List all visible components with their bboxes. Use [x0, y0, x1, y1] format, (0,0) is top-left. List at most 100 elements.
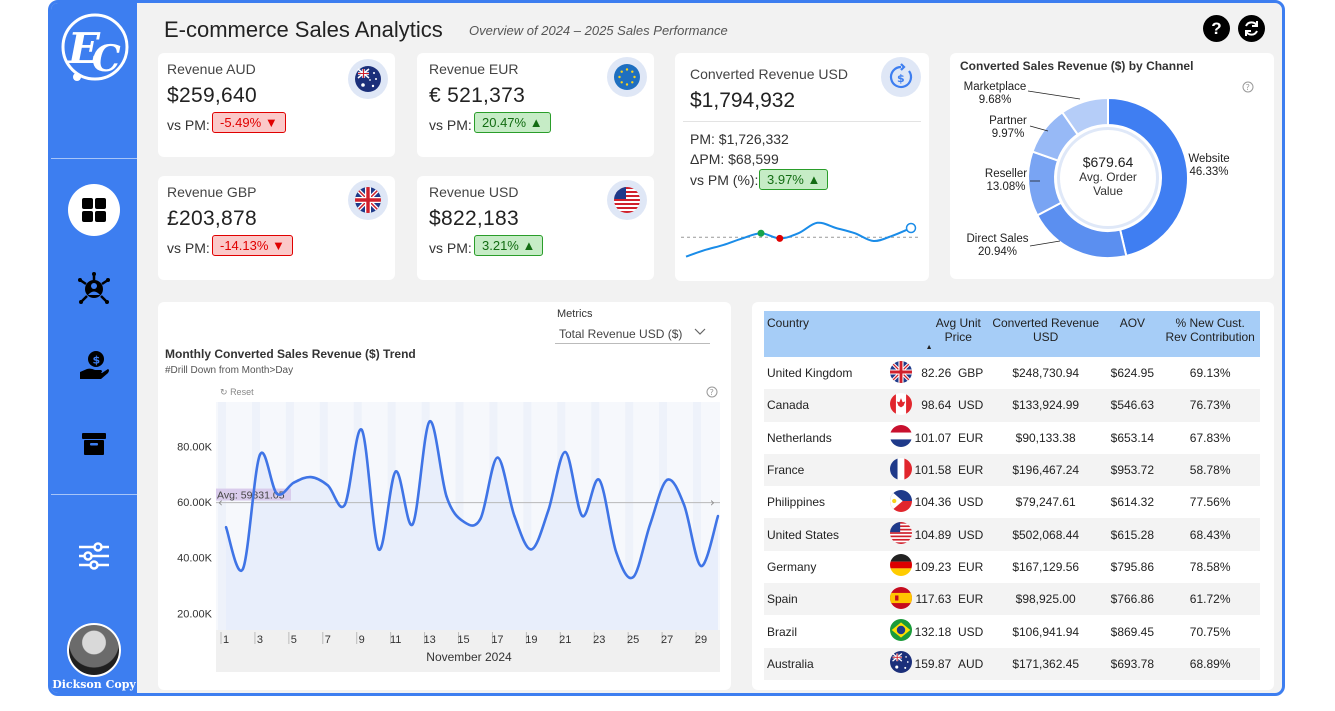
nav-customers-button[interactable]: [68, 263, 120, 315]
trend-data-point[interactable]: [648, 523, 652, 526]
user-name: Dickson Copy: [52, 678, 136, 691]
help-button[interactable]: ?: [1203, 15, 1230, 42]
table-row[interactable]: Australia 159.87 AUD $171,362.45 $693.78 68.…: [764, 647, 1260, 680]
kpi-value: $259,640: [167, 84, 257, 107]
col-country[interactable]: Country: [764, 311, 890, 357]
kpi-vs-label: vs PM:: [429, 117, 472, 133]
trend-data-point[interactable]: [411, 523, 414, 526]
donut-slice-marketplace[interactable]: [1060, 96, 1109, 136]
converted-label: Converted Revenue USD: [690, 66, 848, 82]
avg-order-value: $679.64: [1082, 154, 1134, 170]
nav-filters-button[interactable]: [68, 530, 120, 582]
trend-data-point[interactable]: [326, 484, 329, 487]
trend-data-point[interactable]: [309, 475, 313, 479]
trend-data-point[interactable]: [598, 478, 601, 482]
trend-data-point[interactable]: [224, 525, 228, 529]
donut-label-marketplace: Marketplace 9.68%: [963, 81, 1027, 106]
trend-data-point[interactable]: [377, 548, 380, 551]
trend-data-point[interactable]: [241, 567, 245, 571]
col-avg-unit-price[interactable]: Avg Unit Price ▲: [889, 311, 987, 357]
nav-revenue-button[interactable]: $: [68, 339, 120, 391]
nav-archive-button[interactable]: [68, 418, 120, 470]
chevron-left-icon[interactable]: ‹: [218, 496, 223, 510]
cell-new-cust-pct: 61.72%: [1160, 583, 1260, 616]
table-row[interactable]: Brazil 132.18 USD $106,941.94 $869.45 70.75%: [764, 615, 1260, 647]
trend-data-point[interactable]: [258, 453, 262, 457]
refresh-button[interactable]: [1238, 15, 1265, 42]
metrics-selected-value: Total Revenue USD ($): [559, 327, 683, 341]
channel-donut-chart: [1027, 96, 1189, 259]
trend-data-point[interactable]: [682, 503, 686, 507]
help-circle-icon[interactable]: ?: [1242, 81, 1254, 93]
trend-data-point[interactable]: [665, 478, 669, 482]
trend-data-point[interactable]: [631, 575, 635, 579]
table-row[interactable]: France 101.58 EUR $196,467.24 $953.72 58.78%: [764, 453, 1260, 487]
reset-button[interactable]: ↻ Reset: [220, 387, 254, 397]
x-tick-label: 9: [359, 634, 365, 646]
cell-converted-revenue: $106,941.94: [1012, 624, 1080, 639]
trend-series-line[interactable]: [224, 420, 720, 580]
trend-data-point[interactable]: [615, 550, 618, 554]
trend-data-point[interactable]: [275, 492, 279, 495]
donut-label-partner: Partner 9.97%: [989, 115, 1027, 140]
converted-pm: PM: $1,726,332: [690, 131, 789, 147]
trend-title: Monthly Converted Sales Revenue ($) Tren…: [165, 347, 416, 361]
x-tick-label: 27: [661, 634, 673, 646]
x-tick-label: 7: [325, 634, 331, 646]
kpi-label: Revenue AUD: [167, 61, 256, 77]
trend-data-point[interactable]: [360, 428, 363, 432]
col-new-cust-pct[interactable]: % New Cust. Rev Contribution: [1160, 311, 1260, 357]
metrics-dropdown[interactable]: Total Revenue USD ($): [555, 322, 710, 344]
col-converted-revenue[interactable]: Converted Revenue USD: [986, 311, 1105, 357]
nav-dashboard-button[interactable]: [68, 184, 120, 236]
trend-data-point[interactable]: [428, 420, 431, 423]
trend-data-point[interactable]: [513, 514, 516, 518]
donut-title: Converted Sales Revenue ($) by Channel: [960, 59, 1194, 73]
sparkline-low-point: [776, 234, 784, 242]
user-avatar[interactable]: [67, 623, 121, 677]
cell-avg-price: 132.18 USD: [914, 624, 984, 639]
table-row[interactable]: Netherlands 101.07 EUR $90,133.38 $653.14 67…: [764, 422, 1260, 454]
x-axis-label: November 2024: [426, 650, 512, 664]
help-circle-icon[interactable]: ?: [706, 386, 718, 398]
down-triangle-icon: ▼: [272, 238, 285, 253]
trend-data-point[interactable]: [564, 450, 567, 454]
trend-data-point[interactable]: [394, 470, 397, 473]
cell-converted-revenue: $79,247.61: [1015, 495, 1076, 510]
hand-money-icon: $: [80, 351, 109, 379]
trend-data-point[interactable]: [496, 456, 499, 459]
trend-data-point[interactable]: [547, 509, 550, 512]
kpi-label: Revenue GBP: [167, 184, 257, 200]
cell-converted-revenue: $171,362.45: [986, 647, 1105, 680]
cell-aov: $869.45: [1110, 624, 1155, 639]
table-row[interactable]: United Kingdom 82.26 GBP $248,730.94 $624.9…: [764, 357, 1260, 389]
cell-new-cust-pct: 68.89%: [1160, 647, 1260, 680]
table-row[interactable]: Philippines 104.36 USD $79,247.61 $614.32 77…: [764, 486, 1260, 518]
table-row[interactable]: United States 104.89 USD $502,068.44 $615.2…: [764, 518, 1260, 551]
trend-data-point[interactable]: [445, 495, 448, 498]
donut-center-fill: [1060, 130, 1156, 226]
trend-data-point[interactable]: [343, 503, 346, 507]
trend-data-point[interactable]: [716, 514, 720, 518]
trend-data-point[interactable]: [530, 548, 533, 551]
donut-slice-website[interactable]: [1107, 96, 1189, 258]
trend-data-point[interactable]: [292, 481, 296, 484]
trend-data-point[interactable]: [581, 514, 584, 518]
table-row[interactable]: Canada 98.64 USD $133,924.99 $546.63 76.73%: [764, 389, 1260, 422]
sort-up-icon: ▲: [925, 344, 933, 351]
column-band: [523, 402, 532, 630]
channel-donut-card: Converted Sales Revenue ($) by Channel ?…: [950, 53, 1274, 279]
chevron-right-icon[interactable]: ›: [710, 496, 715, 510]
trend-data-point[interactable]: [479, 517, 482, 520]
trend-data-point[interactable]: [462, 520, 465, 523]
x-axis-area: [216, 630, 720, 672]
table-row[interactable]: Germany 109.23 EUR $167,129.56 $795.86 78.58…: [764, 551, 1260, 583]
kpi-value: £203,878: [167, 207, 257, 230]
y-tick-label: 80.00K: [177, 441, 213, 453]
cell-avg-price: 98.64 USD: [911, 389, 987, 422]
table-row[interactable]: Spain 117.63 EUR $98,925.00 $766.86 61.72%: [764, 583, 1260, 616]
trend-data-point[interactable]: [699, 564, 703, 568]
kpi-change-badge: -14.13% ▼: [212, 235, 293, 256]
eu-flag-icon: [607, 57, 647, 97]
col-aov[interactable]: AOV: [1104, 311, 1161, 357]
